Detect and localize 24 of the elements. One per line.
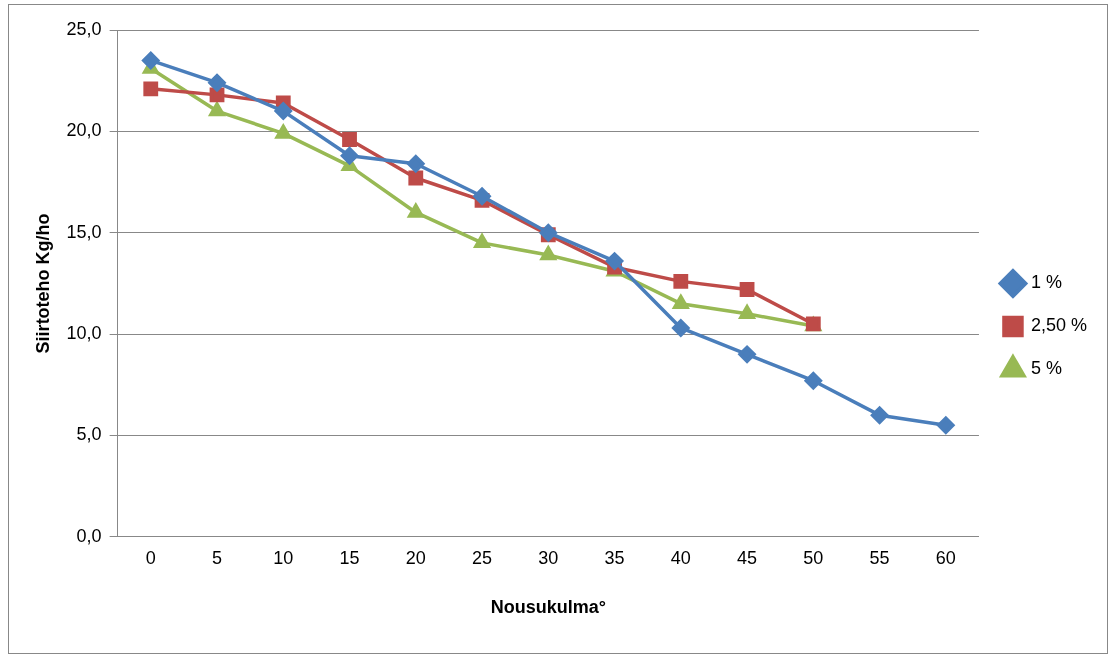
- x-tick-label: 15: [339, 547, 360, 568]
- x-tick-label: 25: [472, 547, 493, 568]
- x-tick-label: 30: [538, 547, 559, 568]
- y-axis-title: Siirtoteho Kg/ho: [32, 213, 53, 354]
- x-tick-label: 50: [803, 547, 824, 568]
- y-tick-label: 25,0: [66, 18, 102, 39]
- x-tick-label: 20: [405, 547, 426, 568]
- y-tick-label: 0,0: [76, 525, 102, 546]
- x-tick-label: 5: [212, 547, 223, 568]
- x-tick-label: 10: [273, 547, 294, 568]
- y-tick-label: 15,0: [66, 221, 102, 242]
- y-tick-label: 10,0: [66, 323, 102, 344]
- x-tick-label: 60: [935, 547, 956, 568]
- x-tick-label: 40: [670, 547, 691, 568]
- y-tick-label: 20,0: [66, 120, 102, 141]
- x-tick-label: 0: [145, 547, 156, 568]
- legend-label: 5 %: [1030, 358, 1062, 379]
- x-tick-label: 55: [869, 547, 890, 568]
- legend-label: 2,50 %: [1030, 315, 1088, 336]
- legend-label: 1 %: [1030, 272, 1062, 293]
- y-tick-label: 5,0: [76, 424, 102, 445]
- x-axis-title: Nousukulma°: [490, 597, 606, 618]
- x-tick-label: 45: [737, 547, 758, 568]
- x-tick-label: 35: [604, 547, 625, 568]
